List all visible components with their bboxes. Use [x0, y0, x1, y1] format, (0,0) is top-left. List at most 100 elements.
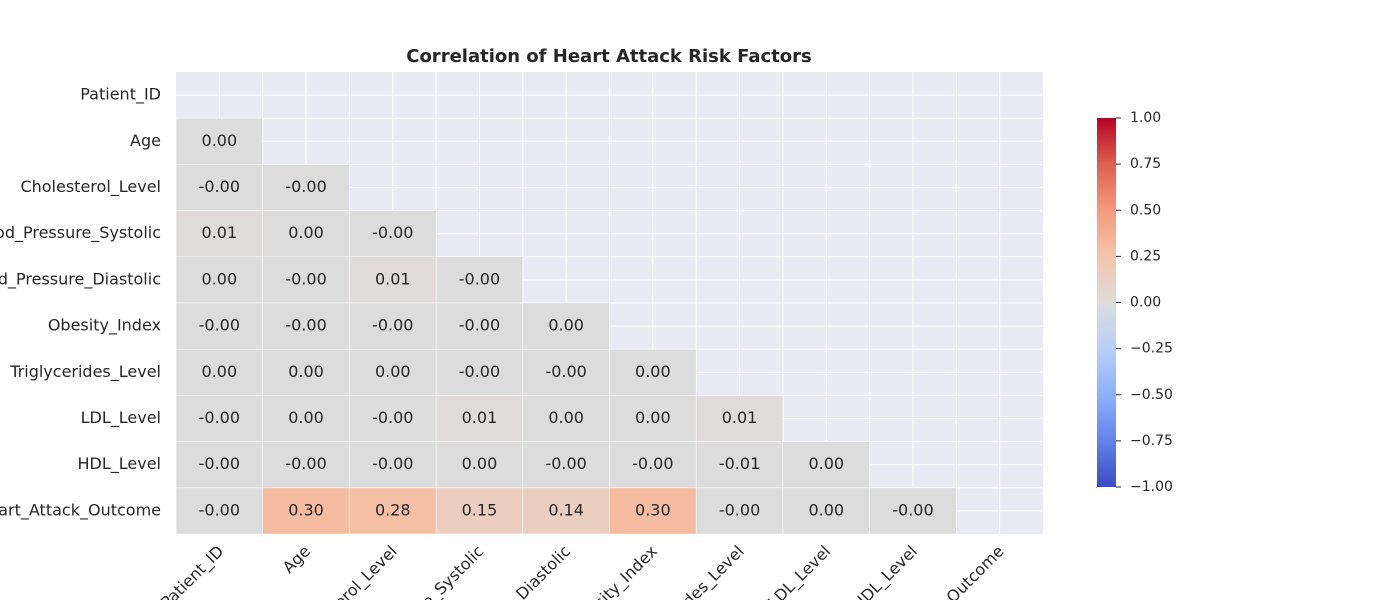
cell-label: 0.00: [635, 362, 671, 381]
colorbar-tick-label: 0.75: [1130, 156, 1161, 172]
heatmap-cell: [262, 210, 350, 258]
cell-label: 0.00: [808, 454, 844, 473]
heatmap-cell: [695, 487, 784, 535]
heatmap-cell: [349, 256, 437, 304]
cell-label: 0.00: [462, 454, 498, 473]
heatmap-cell: [175, 210, 263, 258]
cell-label: -0.01: [719, 454, 760, 473]
heatmap-cell: [695, 395, 784, 442]
cell-label: 0.15: [462, 500, 498, 519]
heatmap-cell: [435, 256, 524, 304]
colorbar-tick-label: −0.75: [1130, 433, 1173, 449]
cell-label: -0.00: [285, 454, 326, 473]
heatmap-cell: [349, 302, 437, 350]
heatmap-cell: [262, 256, 350, 304]
heatmap-cell: [695, 441, 784, 489]
heatmap-cell: [609, 395, 697, 442]
cell-label: -0.00: [459, 269, 500, 288]
cell-label: 0.00: [375, 362, 411, 381]
heatmap-cell: [522, 348, 610, 396]
x-tick-label: LDL_Level: [764, 542, 835, 600]
cell-label: 0.00: [635, 408, 671, 427]
cell-label: 0.01: [722, 408, 758, 427]
y-tick-label: HDL_Level: [78, 454, 162, 474]
heatmap-cell: [175, 395, 263, 442]
heatmap-cell: [349, 210, 437, 258]
heatmap-cell: [262, 164, 350, 211]
cell-label: 0.30: [288, 500, 324, 519]
cell-label: -0.00: [199, 454, 240, 473]
cell-label: 0.00: [288, 408, 324, 427]
y-tick-label: Cholesterol_Level: [20, 177, 161, 197]
heatmap-cell: [782, 487, 870, 535]
heatmap-cell: [522, 487, 610, 535]
colorbar-tick-label: 0.50: [1130, 202, 1161, 218]
chart-title: Correlation of Heart Attack Risk Factors: [406, 46, 812, 67]
heatmap-cell: [175, 441, 263, 489]
heatmap-cell: [349, 348, 437, 396]
cell-label: -0.00: [285, 269, 326, 288]
cell-label: -0.00: [545, 454, 586, 473]
cell-label: -0.00: [719, 500, 760, 519]
y-tick-label: Triglycerides_Level: [9, 362, 161, 382]
cell-label: 0.00: [548, 316, 584, 335]
cell-label: -0.00: [372, 454, 413, 473]
x-tick-label: Age: [279, 542, 314, 577]
cell-label: -0.00: [372, 223, 413, 242]
heatmap-cell: [522, 441, 610, 489]
cell-label: -0.00: [545, 362, 586, 381]
cell-label: -0.00: [199, 316, 240, 335]
colorbar-tick-label: 0.25: [1130, 248, 1161, 264]
x-tick-label: HDL_Level: [848, 542, 921, 600]
heatmap-cell: [262, 395, 350, 442]
heatmap-cell: [262, 302, 350, 350]
heatmap-cell: [435, 302, 524, 350]
heatmap-cell: [349, 487, 437, 535]
cell-label: -0.00: [459, 362, 500, 381]
y-tick-label: Age: [130, 131, 161, 150]
cell-label: -0.00: [892, 500, 933, 519]
cell-label: -0.00: [199, 500, 240, 519]
heatmap-cell: [175, 117, 263, 165]
heatmap-cell: [782, 441, 870, 489]
heatmap-cell: [175, 487, 263, 535]
cell-label: 0.01: [202, 223, 238, 242]
cell-label: 0.30: [635, 500, 671, 519]
cell-label: 0.00: [288, 362, 324, 381]
y-tick-label: Patient_ID: [80, 85, 161, 105]
heatmap-cell: [175, 256, 263, 304]
cell-label: 0.00: [202, 362, 238, 381]
heatmap-cell: [349, 441, 437, 489]
colorbar-tick-label: −0.50: [1130, 387, 1173, 403]
heatmap-cell: [175, 302, 263, 350]
cell-label: -0.00: [459, 316, 500, 335]
y-tick-label: Blood_Pressure_Diastolic: [0, 269, 161, 289]
cell-label: -0.00: [199, 177, 240, 196]
cell-label: -0.00: [372, 316, 413, 335]
cell-label: 0.01: [375, 269, 411, 288]
colorbar-tick-label: 0.00: [1130, 295, 1161, 311]
cell-label: -0.00: [632, 454, 673, 473]
heatmap-cell: [609, 487, 697, 535]
heatmap-cell: [522, 302, 610, 350]
colorbar-tick-label: −0.25: [1130, 341, 1173, 357]
colorbar-tick-label: 1.00: [1130, 110, 1161, 126]
colorbar-tick-label: −1.00: [1130, 479, 1173, 495]
cell-label: -0.00: [285, 177, 326, 196]
heatmap-cell: [869, 487, 957, 535]
heatmap-cell: [262, 348, 350, 396]
cell-label: 0.00: [288, 223, 324, 242]
cell-label: -0.00: [372, 408, 413, 427]
cell-label: -0.00: [199, 408, 240, 427]
x-tick-label: Patient_ID: [157, 542, 228, 600]
cell-label: 0.00: [808, 500, 844, 519]
y-tick-label: LDL_Level: [81, 408, 161, 428]
y-tick-label: Heart_Attack_Outcome: [0, 500, 161, 520]
y-tick-label: Obesity_Index: [48, 316, 161, 336]
cell-label: 0.00: [548, 408, 584, 427]
heatmap-cell: [349, 395, 437, 442]
cell-label: 0.14: [548, 500, 584, 519]
x-tick-label: Obesity_Index: [567, 542, 661, 600]
